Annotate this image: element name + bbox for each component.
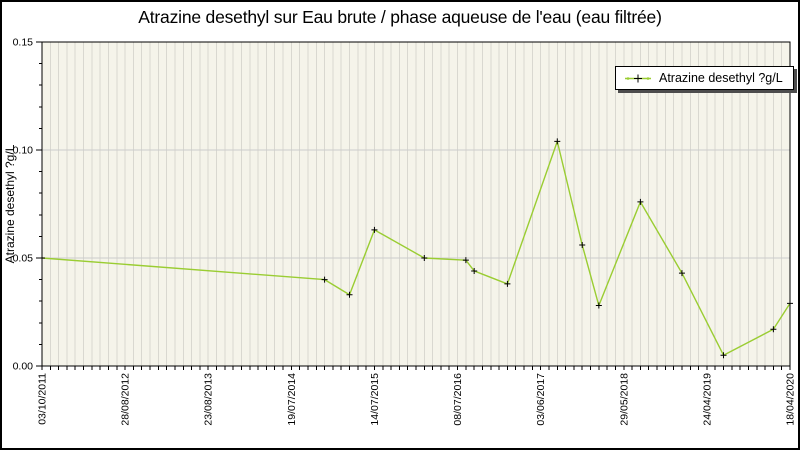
svg-text:08/07/2016: 08/07/2016 [452,373,464,426]
data-point [787,300,793,307]
data-point [504,280,511,287]
svg-text:03/10/2011: 03/10/2011 [37,373,49,425]
y-tick-labels: 0.00 0.05 0.10 0.15 [13,37,34,373]
svg-text:24/04/2019: 24/04/2019 [701,373,713,426]
data-point-markers [39,138,793,359]
y-axis-title: Atrazine desethyl ?g/L [3,144,17,263]
data-point [421,255,428,261]
svg-text:28/08/2012: 28/08/2012 [120,373,132,426]
chart-title: Atrazine desethyl sur Eau brute / phase … [138,7,662,27]
data-point [637,198,644,205]
svg-text:29/05/2018: 29/05/2018 [618,373,630,426]
legend-marker-icon [625,74,651,82]
data-point [321,276,328,283]
svg-text:0.00: 0.00 [13,361,34,373]
x-axis-ticks [41,366,791,370]
svg-text:03/06/2017: 03/06/2017 [535,373,547,426]
vertical-gridlines [49,42,783,366]
svg-text:23/08/2013: 23/08/2013 [203,373,215,426]
data-point [678,270,685,277]
x-tick-labels: 03/10/2011 28/08/2012 23/08/2013 19/07/2014… [37,373,797,426]
data-point [346,291,353,298]
data-point [371,226,378,233]
series-line [41,140,791,356]
y-axis-ticks [36,41,42,367]
svg-text:0.15: 0.15 [13,37,34,49]
svg-text:19/07/2014: 19/07/2014 [286,373,298,426]
data-point [39,255,45,261]
plot-frame [41,41,791,367]
data-point [579,242,586,249]
data-point [720,352,727,359]
horizontal-gridlines [42,149,790,259]
legend: Atrazine desethyl ?g/L [615,66,794,90]
svg-text:0.10: 0.10 [13,145,34,157]
data-point [462,257,469,264]
legend-label: Atrazine desethyl ?g/L [659,71,783,85]
data-point [770,326,777,333]
svg-text:14/07/2015: 14/07/2015 [369,373,381,426]
svg-text:0.05: 0.05 [13,253,34,265]
svg-text:Atrazine desethyl ?g/L: Atrazine desethyl ?g/L [3,144,17,263]
svg-text:18/04/2020: 18/04/2020 [785,373,797,426]
data-point [471,267,478,274]
data-point [595,302,602,309]
data-point [554,138,561,145]
